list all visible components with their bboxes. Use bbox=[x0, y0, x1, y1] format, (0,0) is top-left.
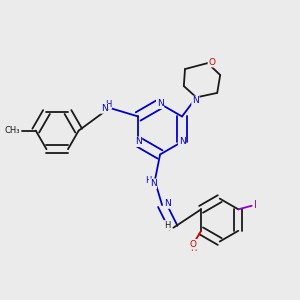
Text: H: H bbox=[164, 221, 170, 230]
Text: CH₃: CH₃ bbox=[4, 126, 20, 135]
Text: N: N bbox=[157, 99, 164, 108]
Text: O: O bbox=[190, 240, 196, 249]
Text: H: H bbox=[145, 176, 152, 185]
Text: N: N bbox=[150, 179, 156, 188]
Text: O: O bbox=[208, 58, 215, 67]
Text: N: N bbox=[179, 137, 185, 146]
Text: I: I bbox=[254, 200, 257, 210]
Text: N: N bbox=[192, 97, 199, 106]
Text: N: N bbox=[101, 104, 108, 113]
Text: H: H bbox=[190, 244, 196, 253]
Text: N: N bbox=[164, 199, 171, 208]
Text: H: H bbox=[105, 100, 111, 109]
Text: N: N bbox=[135, 137, 142, 146]
